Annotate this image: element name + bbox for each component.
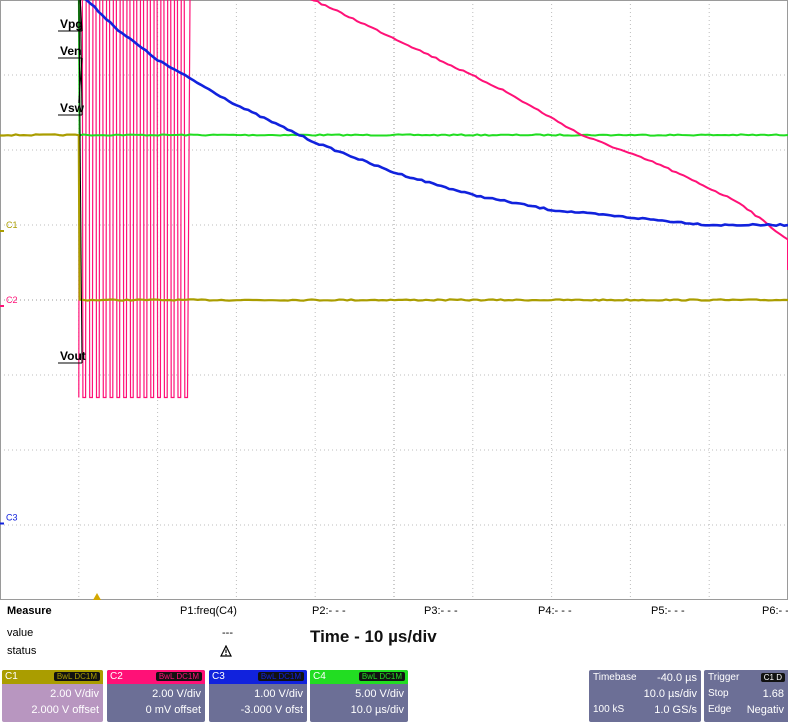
measure-param-p3[interactable]: P3:- - - (424, 605, 458, 617)
channel-name: C2 (110, 671, 123, 682)
label-leader (78, 0, 83, 364)
channel-name: C4 (313, 671, 326, 682)
channel-tile-c1[interactable]: C1 BwL DC1M 2.00 V/div 2.000 V offset (2, 670, 103, 722)
timebase-samples: 100 kS (593, 704, 625, 715)
trigger-type: Edge (708, 704, 732, 715)
trigger-tile[interactable]: Trigger C1 D Stop 1.68 Edge Negativ (704, 670, 788, 722)
trace-vout (84, 0, 788, 227)
channel-vdiv: 1.00 V/div (254, 688, 303, 700)
trace-label-layer: Vpg Ven Vsw Vout (58, 0, 86, 364)
channel-name: C3 (212, 671, 225, 682)
channel-name: C1 (5, 671, 18, 682)
timebase-div: 10.0 µs/div (643, 688, 697, 700)
trace-vsw (309, 0, 788, 270)
channel-marker-c3: C3 (6, 513, 18, 523)
channel-vdiv: 5.00 V/div (355, 688, 404, 700)
warning-icon (220, 645, 232, 657)
time-caption: Time - 10 µs/div (310, 627, 437, 646)
channel-tile-c3[interactable]: C3 BwL DC1M 1.00 V/div -3.000 V ofst (209, 670, 307, 722)
channel-marker-c1: C1 (6, 220, 18, 230)
timebase-value: -40.0 µs (657, 672, 697, 684)
measure-param-p6[interactable]: P6:- - (762, 605, 788, 617)
trigger-mode: Stop (708, 688, 729, 699)
channel-offset: 10.0 µs/div (350, 704, 404, 716)
channel-badge: BwL DC1M (358, 672, 405, 681)
label-leader (79, 0, 83, 116)
measure-status-label: status (7, 645, 37, 657)
channel-badge: BwL DC1M (155, 672, 202, 681)
measure-label: Measure (7, 605, 52, 617)
timebase-rate: 1.0 GS/s (654, 704, 697, 716)
channel-offset: 0 mV offset (145, 704, 201, 716)
channel-badge: BwL DC1M (53, 672, 100, 681)
measure-param-p1[interactable]: P1:freq(C4) (180, 605, 237, 617)
trace-label-vout: Vout (60, 349, 86, 363)
channel-offset: 2.000 V offset (31, 704, 99, 716)
measure-param-p4[interactable]: P4:- - - (538, 605, 572, 617)
timebase-label: Timebase (593, 672, 637, 683)
measure-value-p1: --- (222, 627, 233, 639)
trace-label-vsw: Vsw (60, 101, 85, 115)
timebase-tile[interactable]: Timebase -40.0 µs 10.0 µs/div 100 kS 1.0… (589, 670, 701, 722)
trigger-level: 1.68 (762, 688, 784, 700)
trace-vsw-switching (78, 0, 191, 399)
measure-panel: Measure P1:freq(C4) P2:- - - P3:- - - P4… (0, 603, 788, 663)
channel-marker-layer: C4C1C2C3 (0, 220, 18, 525)
measure-value-label: value (7, 627, 34, 639)
channel-offset: -3.000 V ofst (240, 704, 303, 716)
channel-marker-c2: C2 (6, 295, 18, 305)
measure-param-p5[interactable]: P5:- - - (651, 605, 685, 617)
trigger-label: Trigger (708, 672, 740, 683)
channel-vdiv: 2.00 V/div (152, 688, 201, 700)
trigger-badge: C1 D (760, 673, 785, 682)
trigger-slope: Negativ (746, 704, 784, 716)
trigger-marker (93, 593, 101, 600)
measure-param-p2[interactable]: P2:- - - (312, 605, 346, 617)
trace-ven (0, 133, 788, 302)
trace-layer (0, 0, 788, 399)
trace-label-vpg: Vpg (60, 17, 83, 31)
trace-label-ven: Ven (60, 44, 81, 58)
trace-vpg (77, 0, 788, 137)
channel-vdiv: 2.00 V/div (50, 688, 99, 700)
channel-badge: BwL DC1M (257, 672, 304, 681)
channel-tile-c2[interactable]: C2 BwL DC1M 2.00 V/div 0 mV offset (107, 670, 205, 722)
channel-tile-c4[interactable]: C4 BwL DC1M 5.00 V/div 10.0 µs/div (310, 670, 408, 722)
